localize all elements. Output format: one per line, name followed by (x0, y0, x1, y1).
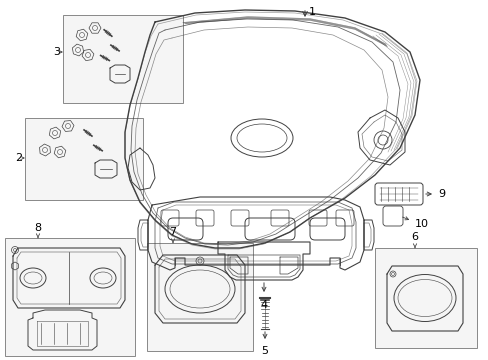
Bar (63, 15, 183, 103)
Text: 9: 9 (437, 189, 444, 199)
Text: 10: 10 (414, 219, 428, 229)
Text: 3: 3 (53, 47, 60, 57)
Bar (147, 243, 252, 351)
Text: 7: 7 (169, 227, 176, 237)
Text: 4: 4 (260, 300, 267, 310)
Text: 8: 8 (34, 223, 41, 233)
Text: 1: 1 (308, 7, 315, 17)
Text: 6: 6 (411, 232, 418, 242)
Bar (25, 118, 142, 200)
Bar (374, 248, 476, 348)
Bar (5, 238, 135, 356)
Text: 5: 5 (261, 346, 268, 356)
Text: 2: 2 (15, 153, 22, 163)
